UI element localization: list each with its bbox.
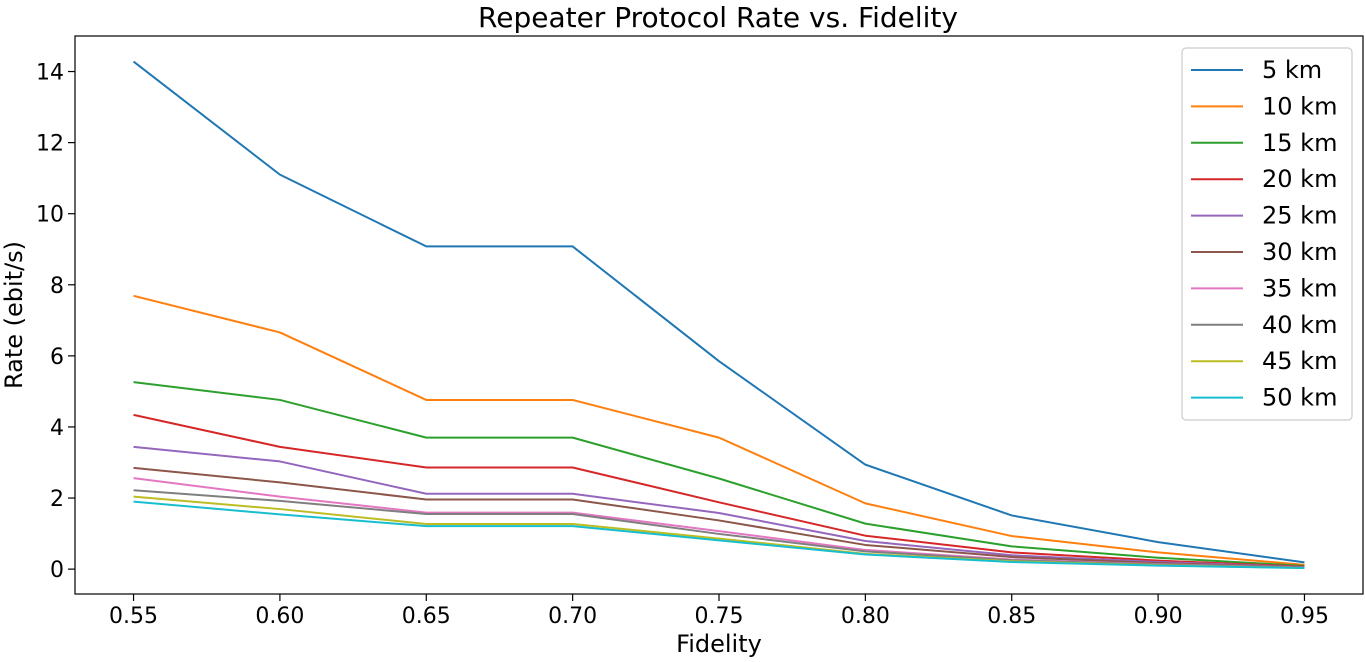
x-tick-label: 0.90 xyxy=(1134,604,1183,629)
x-tick-label: 0.65 xyxy=(402,604,451,629)
series-line-50-km xyxy=(133,500,1305,570)
series-line-30-km xyxy=(133,466,1305,569)
y-tick-label: 8 xyxy=(50,274,64,299)
x-tick-label: 0.95 xyxy=(1280,604,1329,629)
legend: 5 km 10 km 15 km 20 km 25 km 30 km 35 km 40 km 4… xyxy=(1181,47,1353,421)
legend-box xyxy=(1181,47,1353,421)
y-axis-ticks: 0 2 4 6 8 10 12 14 xyxy=(36,61,75,583)
x-tick-label: 0.80 xyxy=(841,604,890,629)
legend-label: 30 km xyxy=(1262,238,1337,266)
legend-label: 50 km xyxy=(1262,384,1337,412)
x-tick-label: 0.60 xyxy=(255,604,304,629)
legend-label: 20 km xyxy=(1262,165,1337,193)
y-tick-label: 12 xyxy=(36,132,64,157)
series-line-25-km xyxy=(133,445,1305,568)
y-tick-label: 10 xyxy=(36,203,64,228)
chart-title: Repeater Protocol Rate vs. Fidelity xyxy=(478,1,958,34)
y-tick-label: 14 xyxy=(36,61,64,86)
y-tick-label: 0 xyxy=(50,558,64,583)
legend-label: 10 km xyxy=(1262,92,1337,120)
series-line-20-km xyxy=(133,413,1305,568)
y-tick-label: 4 xyxy=(50,416,64,441)
x-axis-ticks: 0.55 0.60 0.65 0.70 0.75 0.80 0.85 0.90 0.95 xyxy=(109,594,1329,629)
x-tick-label: 0.85 xyxy=(987,604,1036,629)
y-axis-label: Rate (ebit/s) xyxy=(0,241,28,389)
series-line-15-km xyxy=(133,381,1305,567)
series-line-5-km xyxy=(132,60,1305,564)
x-axis-label: Fidelity xyxy=(676,630,762,658)
plot-frame xyxy=(74,35,1364,595)
x-tick-label: 0.55 xyxy=(109,604,158,629)
series-line-10-km xyxy=(133,294,1305,566)
legend-label: 25 km xyxy=(1262,202,1337,230)
series-line-35-km xyxy=(133,477,1305,569)
x-tick-label: 0.70 xyxy=(548,604,597,629)
plot-lines xyxy=(132,60,1305,570)
legend-label: 35 km xyxy=(1262,274,1337,302)
legend-label: 5 km xyxy=(1262,56,1322,84)
y-tick-label: 6 xyxy=(50,345,64,370)
y-tick-label: 2 xyxy=(50,487,64,512)
series-line-45-km xyxy=(133,495,1305,570)
x-tick-label: 0.75 xyxy=(695,604,744,629)
legend-label: 40 km xyxy=(1262,311,1337,339)
legend-label: 45 km xyxy=(1262,347,1337,375)
legend-label: 15 km xyxy=(1262,129,1337,157)
